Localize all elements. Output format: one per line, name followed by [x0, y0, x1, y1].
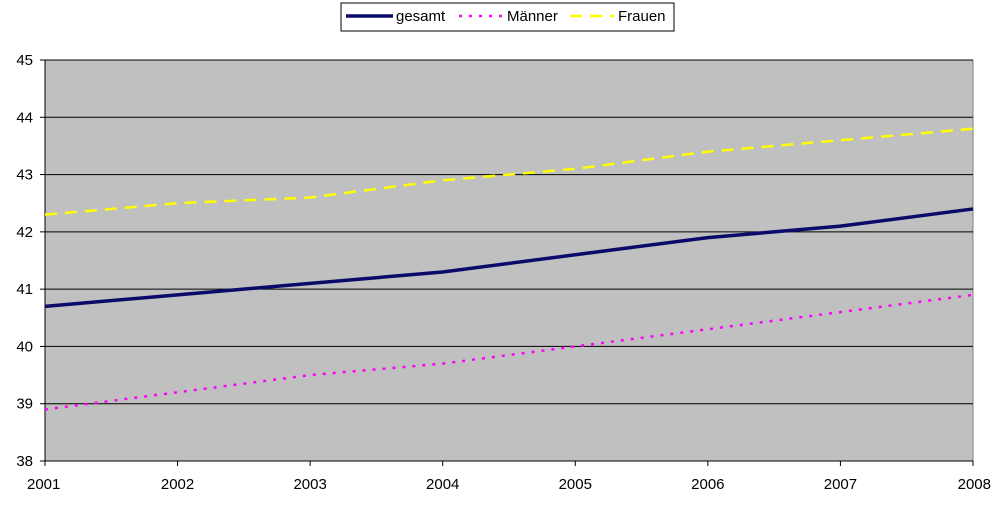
x-tick-label: 2001	[27, 476, 60, 493]
x-tick-label: 2003	[293, 476, 326, 493]
series-lines	[44, 127, 974, 411]
y-tick-label: 44	[16, 109, 33, 126]
x-tick-label: 2005	[559, 476, 592, 493]
y-tick-label: 38	[16, 453, 33, 470]
y-tick-label: 42	[16, 224, 33, 241]
x-tick-label: 2006	[691, 476, 724, 493]
x-tick-label: 2008	[958, 476, 991, 493]
legend-label: Männer	[507, 8, 558, 25]
y-tick-label: 40	[16, 338, 33, 355]
legend-box	[340, 2, 675, 32]
y-tick-label: 45	[16, 52, 33, 69]
axes	[44, 60, 973, 462]
legend-label: Frauen	[618, 8, 666, 25]
y-axis-tick-labels: 38 39 40 41 42 43 44 45	[16, 52, 45, 470]
y-tick-label: 41	[16, 281, 33, 298]
legend-label: gesamt	[396, 8, 446, 25]
x-tick-label: 2007	[824, 476, 857, 493]
plot-area	[44, 59, 974, 462]
legend: gesamt Männer Frauen	[340, 2, 675, 32]
series-line-frauen	[44, 127, 974, 216]
gridlines	[45, 59, 973, 462]
y-tick-label: 39	[16, 396, 33, 413]
x-tick-label: 2004	[426, 476, 459, 493]
y-tick-label: 43	[16, 167, 33, 184]
x-axis-tick-labels: 2001 2002 2003 2004 2005 2006 2007 2008	[27, 461, 991, 493]
series-line-gesamt	[44, 207, 974, 309]
x-tick-label: 2002	[161, 476, 194, 493]
